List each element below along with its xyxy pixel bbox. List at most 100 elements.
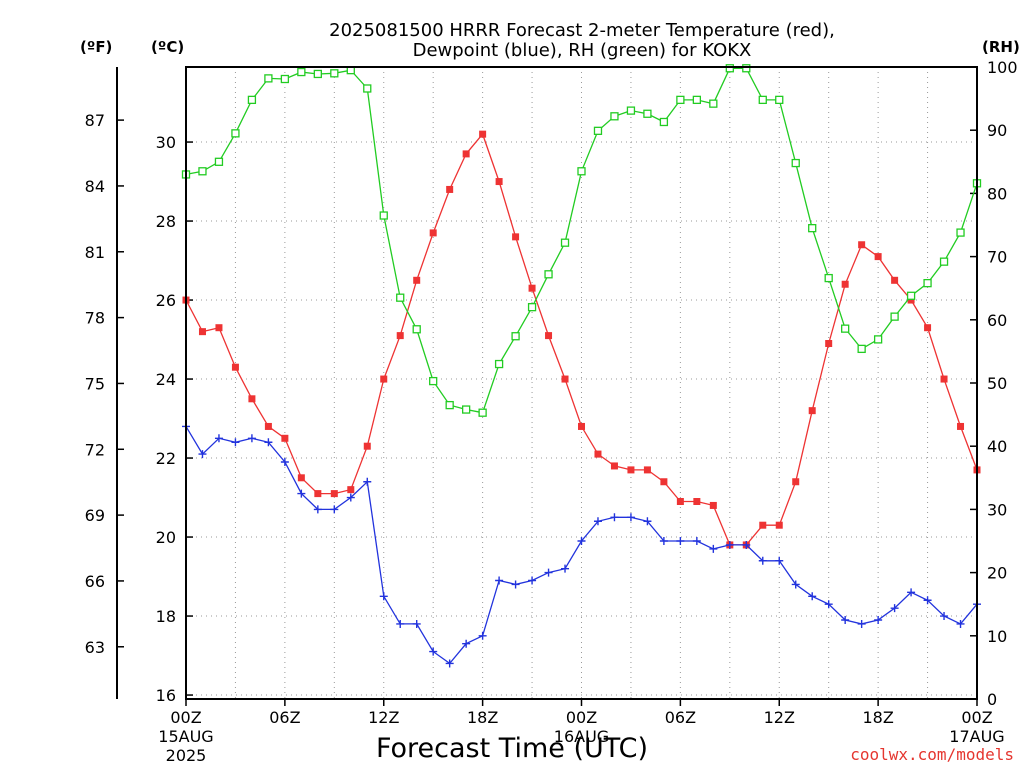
dewpoint-point: [214, 434, 223, 443]
2-meter-temperature-point: [479, 130, 487, 138]
dewpoint-point: [890, 604, 899, 613]
dewpoint-point: [923, 596, 932, 605]
rh-tick-label: 50: [987, 374, 1007, 393]
dewpoint-point: [742, 540, 751, 549]
dewpoint-series: [182, 422, 981, 668]
dewpoint-point: [528, 576, 537, 585]
dewpoint-point: [379, 592, 388, 601]
2-meter-temperature-point: [446, 185, 454, 193]
rh-point: [363, 84, 372, 93]
x-date-label: 16AUG: [554, 727, 609, 746]
dewpoint-point: [495, 576, 504, 585]
x-tick-label: 12Z: [368, 708, 399, 727]
dewpoint-point: [346, 493, 355, 502]
x-tick-label: 06Z: [269, 708, 300, 727]
rh-tick-label: 0: [987, 690, 997, 709]
fahrenheit-tick-label: 81: [85, 243, 105, 262]
axes: 63 66 69 72 75 78 81 84 87 16 18 20 22 24 26 28 30 0 10 20 3…: [85, 58, 1018, 765]
dewpoint-point: [626, 513, 635, 522]
2-meter-temperature-point: [413, 276, 421, 284]
dewpoint-point: [511, 580, 520, 589]
rh-point: [247, 95, 257, 105]
rh-tick-label: 30: [987, 500, 1007, 519]
rh-point: [676, 95, 685, 105]
2-meter-temperature-point: [858, 241, 866, 249]
rh-point: [857, 344, 866, 354]
2-meter-temperature-point: [231, 363, 239, 371]
dewpoint-point: [791, 580, 800, 589]
2-meter-temperature-point: [709, 501, 717, 509]
rh-point: [841, 324, 850, 333]
rh-point: [890, 312, 899, 321]
celsius-tick-label: 24: [156, 370, 176, 389]
rh-point: [379, 211, 388, 220]
dewpoint-point: [577, 537, 586, 545]
chart-title-line-1: 2025081500 HRRR Forecast 2-meter Tempera…: [329, 20, 835, 41]
2-meter-temperature-point: [248, 395, 256, 403]
dewpoint-point: [775, 556, 784, 565]
dewpoint-point: [264, 438, 273, 447]
2-meter-temperature-point: [825, 340, 833, 347]
2-meter-temperature-point: [907, 296, 915, 304]
rh-point: [461, 405, 471, 414]
dewpoint-point: [659, 537, 668, 545]
2-meter-temperature-point: [660, 478, 668, 486]
rh-point: [873, 335, 883, 344]
2-meter-temperature-point: [841, 280, 849, 288]
rh-point: [659, 117, 669, 127]
2-meter-temperature-point: [643, 466, 651, 474]
rh-point: [643, 109, 652, 118]
x-tick-label: 00Z: [170, 708, 201, 727]
2-meter-temperature-point: [429, 229, 437, 237]
rh-series: [181, 64, 982, 417]
dewpoint-point: [478, 631, 487, 640]
x-tick-label: 06Z: [665, 708, 696, 727]
dewpoint-point: [758, 556, 767, 565]
dewpoint-point: [231, 438, 240, 447]
rh-tick-label: 80: [987, 184, 1007, 203]
rh-point: [692, 95, 702, 105]
dewpoint-point: [725, 540, 734, 549]
rh-tick-label: 10: [987, 627, 1007, 646]
x-tick-label: 18Z: [862, 708, 893, 727]
2-meter-temperature-point: [561, 375, 569, 383]
dewpoint-point: [396, 619, 405, 628]
2-meter-temperature-point: [264, 422, 272, 430]
dewpoint-point: [874, 616, 883, 624]
dewpoint-point: [297, 489, 306, 498]
x-year-label: 2025: [166, 746, 207, 765]
dewpoint-point: [412, 619, 421, 628]
rh-point: [478, 408, 487, 417]
2-meter-temperature-point: [891, 276, 899, 284]
dewpoint-point: [561, 564, 570, 573]
2-meter-temperature-point: [495, 178, 503, 186]
dewpoint-point: [643, 517, 652, 526]
rh-point: [742, 64, 751, 73]
rh-point: [494, 359, 504, 369]
rh-point: [709, 99, 718, 108]
fahrenheit-tick-label: 66: [85, 572, 105, 591]
rh-tick-label: 40: [987, 437, 1007, 456]
2-meter-temperature-line: [185, 132, 978, 546]
celsius-tick-label: 26: [156, 291, 176, 310]
x-tick-label: 12Z: [764, 708, 795, 727]
grid-lines: [186, 67, 977, 699]
2-meter-temperature-point: [808, 407, 816, 415]
dewpoint-point: [313, 505, 322, 514]
rh-point: [923, 278, 932, 288]
2-meter-temperature-point: [363, 442, 371, 450]
fahrenheit-tick-label: 72: [85, 440, 105, 459]
2-meter-temperature-point: [578, 422, 585, 430]
rh-point: [313, 69, 322, 79]
fahrenheit-unit-label: (ºF): [80, 38, 112, 56]
2-meter-temperature-point: [396, 332, 404, 340]
fahrenheit-tick-label: 69: [85, 506, 105, 525]
plot-frame: [185, 66, 978, 700]
2-meter-temperature-point: [775, 521, 783, 529]
dewpoint-point: [280, 458, 289, 466]
x-tick-label: 00Z: [566, 708, 597, 727]
2-meter-temperature-series: [182, 130, 981, 549]
dewpoint-point: [593, 517, 602, 526]
credit-link[interactable]: coolwx.com/models: [850, 745, 1014, 764]
